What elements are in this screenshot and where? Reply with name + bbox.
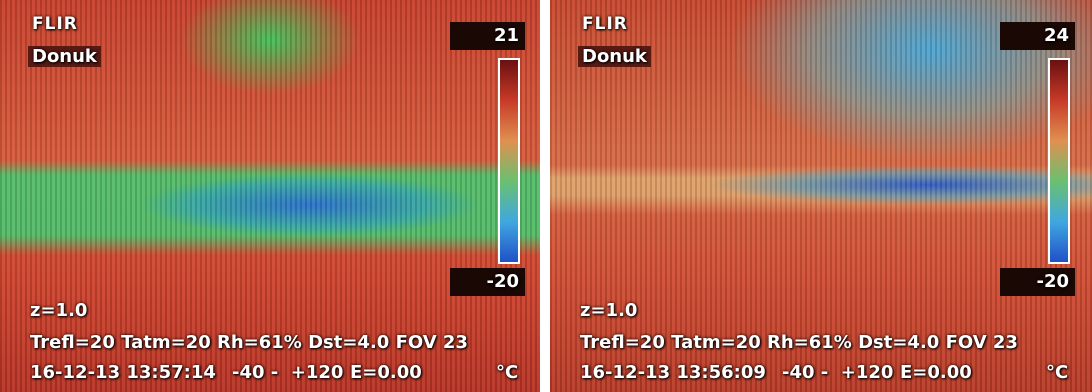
label: Donuk bbox=[578, 46, 651, 67]
color-scale bbox=[498, 58, 520, 264]
zoom: z=1.0 bbox=[30, 300, 87, 321]
unit: °C bbox=[1046, 362, 1068, 383]
unit: °C bbox=[496, 362, 518, 383]
emissivity: E=0.00 bbox=[900, 362, 972, 383]
emissivity: E=0.00 bbox=[350, 362, 422, 383]
brand: FLIR bbox=[582, 14, 628, 34]
scale-min: -20 bbox=[1000, 268, 1075, 296]
thermal-panel: FLIR Donuk 24 -20 z=1.0 Trefl=20 Tatm=20 Rh=6… bbox=[550, 0, 1092, 392]
screenshot: FLIR Donuk 21 -20 z=1.0 Trefl=20 Tatm=20 Rh=6… bbox=[0, 0, 1092, 392]
zoom: z=1.0 bbox=[580, 300, 637, 321]
label: Donuk bbox=[28, 46, 101, 67]
scale-max: 24 bbox=[1000, 22, 1075, 50]
thermal-panel: FLIR Donuk 21 -20 z=1.0 Trefl=20 Tatm=20 Rh=6… bbox=[0, 0, 540, 392]
scale-max: 21 bbox=[450, 22, 525, 50]
datetime: 16-12-13 13:57:14 bbox=[30, 362, 216, 383]
brand: FLIR bbox=[32, 14, 78, 34]
range: -40 - +120 bbox=[782, 362, 893, 383]
range: -40 - +120 bbox=[232, 362, 343, 383]
params: Trefl=20 Tatm=20 Rh=61% Dst=4.0 FOV 23 bbox=[30, 332, 468, 353]
scale-min: -20 bbox=[450, 268, 525, 296]
params: Trefl=20 Tatm=20 Rh=61% Dst=4.0 FOV 23 bbox=[580, 332, 1018, 353]
datetime: 16-12-13 13:56:09 bbox=[580, 362, 766, 383]
color-scale bbox=[1048, 58, 1070, 264]
